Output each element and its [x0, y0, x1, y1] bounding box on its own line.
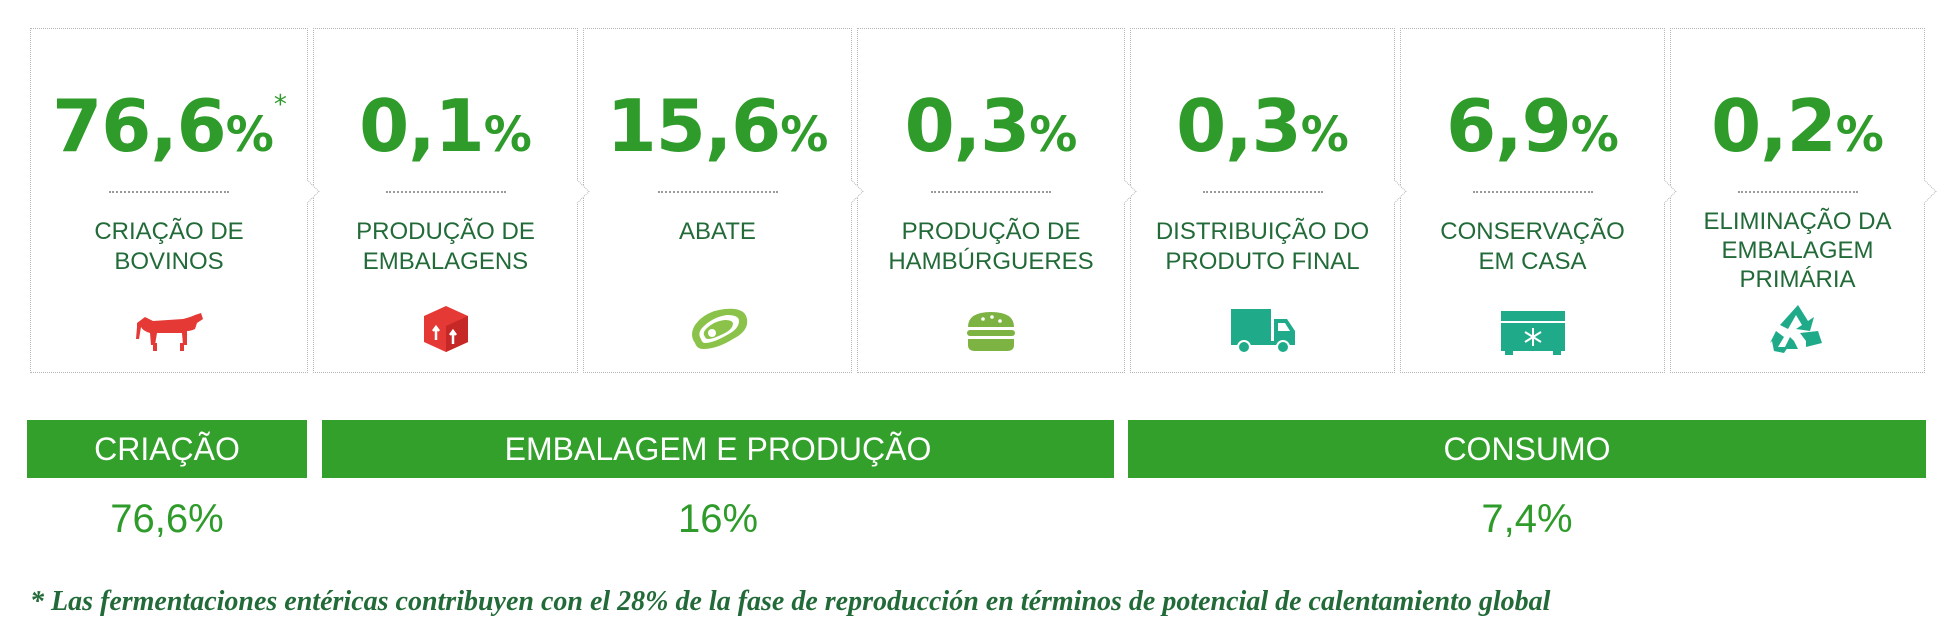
stage-label: PRODUÇÃO DE EMBALAGENS	[356, 218, 535, 275]
stage-packaging-production: 0,1% PRODUÇÃO DE EMBALAGENS	[313, 28, 590, 373]
divider	[1202, 191, 1323, 193]
stage-burger-production: 0,3% PRODUÇÃO DE HAMBÚRGUERES	[857, 28, 1137, 373]
phase-value-raising: 76,6%	[110, 497, 224, 541]
divider	[385, 191, 506, 193]
stage-slaughter: 15,6% ABATE	[583, 28, 864, 373]
stage-arrow	[1912, 179, 1937, 204]
burger-icon	[965, 309, 1017, 358]
stage-label: DISTRIBUIÇÃO DO PRODUTO FINAL	[1155, 218, 1370, 275]
package-icon	[421, 304, 471, 359]
phase-bar-packaging-production: EMBALAGEM E PRODUÇÃO	[322, 420, 1114, 478]
divider	[657, 191, 778, 193]
stage-label: PRODUÇÃO DE HAMBÚRGUERES	[888, 218, 1094, 275]
phase-bar-consumption: CONSUMO	[1128, 420, 1926, 478]
stage-percent: 0,1%	[359, 84, 532, 168]
stage-label: ELIMINAÇÃO DA EMBALAGEM PRIMÁRIA	[1703, 208, 1892, 293]
phase-value-packaging-production: 16%	[677, 497, 759, 541]
stage-percent: 6,9%	[1446, 84, 1619, 168]
divider	[109, 191, 229, 193]
stage-label: CRIAÇÃO DE BOVINOS	[94, 218, 244, 275]
phase-value-consumption: 7,4%	[1481, 497, 1573, 541]
divider	[931, 191, 1051, 193]
stage-home-storage: 6,9% CONSERVAÇÃO EM CASA	[1400, 28, 1677, 373]
truck-icon	[1229, 305, 1297, 360]
stage-percent: 0,3%	[904, 84, 1078, 168]
phase-bar-raising: CRIAÇÃO	[27, 420, 307, 478]
divider	[1472, 191, 1593, 193]
stage-percent: 76,6%*	[52, 84, 287, 168]
stage-label: ABATE	[679, 218, 756, 245]
stage-percent: 0,2%	[1711, 84, 1884, 168]
steak-icon	[687, 305, 749, 358]
stage-cattle-raising: 76,6%* CRIAÇÃO DE BOVINOS	[30, 28, 320, 373]
stage-label: CONSERVAÇÃO EM CASA	[1440, 218, 1625, 275]
lifecycle-stages: 76,6%* CRIAÇÃO DE BOVINOS 0,1% PRODUÇÃO …	[30, 28, 1937, 373]
cow-icon	[133, 309, 205, 358]
divider	[1737, 191, 1858, 193]
stage-percent: 0,3%	[1176, 84, 1349, 168]
footnote: * Las fermentaciones entéricas contribuy…	[30, 586, 1551, 617]
stage-packaging-disposal: 0,2% ELIMINAÇÃO DA EMBALAGEM PRIMÁRIA	[1670, 28, 1937, 373]
recycle-icon	[1769, 301, 1826, 360]
stage-percent: 15,6%	[606, 84, 829, 168]
freezer-icon	[1499, 309, 1567, 360]
stage-distribution: 0,3% DISTRIBUIÇÃO DO PRODUTO FINAL	[1130, 28, 1407, 373]
